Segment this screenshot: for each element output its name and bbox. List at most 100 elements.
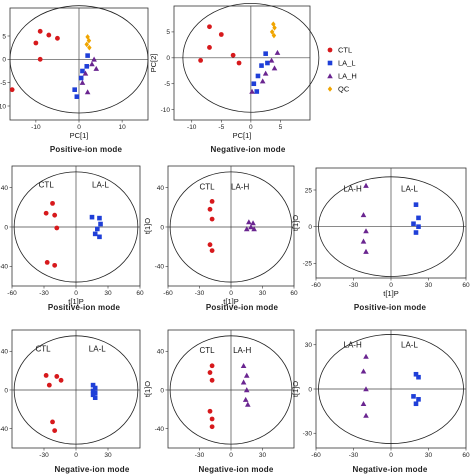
x-axis-label: PC[1]: [70, 131, 89, 140]
point-la-l: [416, 224, 421, 229]
point-la-h: [268, 57, 275, 63]
group-label: LA-H: [344, 341, 362, 350]
y-tick-label: 0: [160, 224, 164, 231]
x-tick-label: -30: [195, 290, 205, 297]
point-ctl: [207, 370, 213, 375]
point-ctl: [44, 259, 50, 265]
group-label: CTL: [200, 346, 216, 355]
panel-caption: Negative-ion mode: [211, 145, 286, 154]
group-label: LA-L: [92, 181, 109, 190]
confidence-ellipse: [182, 3, 320, 113]
x-tick-label: 10: [119, 124, 127, 131]
x-tick-label: -5: [218, 124, 224, 131]
point-ctl: [209, 424, 215, 430]
panel-caption: Positive-ion mode: [50, 145, 123, 154]
point-la-l: [78, 75, 84, 81]
point-la-l: [251, 81, 257, 87]
point-la-h: [93, 65, 100, 71]
group-label: LA-L: [401, 341, 418, 350]
point-la-h: [259, 78, 266, 84]
point-la-h: [240, 379, 247, 385]
x-tick-label: 0: [229, 290, 233, 297]
y-tick-label: 40: [1, 185, 9, 192]
point-ctl: [33, 40, 39, 46]
point-la-h: [262, 70, 269, 76]
y-tick-label: -10: [0, 103, 6, 110]
legend-label: LA_H: [338, 72, 357, 81]
x-axis-label: t[1]P: [223, 297, 238, 306]
legend-label: CTL: [338, 46, 352, 55]
y-tick-label: 40: [157, 185, 165, 192]
point-qc: [87, 44, 92, 51]
x-tick-label: 60: [462, 282, 470, 289]
scatter-panel-6: -30 0 30 -40 0 40 CTL LA-L Negative-ion mode: [0, 329, 141, 474]
panel-caption: Positive-ion mode: [354, 303, 427, 312]
x-tick-label: 60: [462, 452, 470, 459]
y-axis-label: t[1]O: [143, 218, 152, 234]
point-la-h: [245, 401, 251, 407]
point-la-h: [242, 396, 249, 402]
point-ctl: [9, 87, 15, 93]
point-la-h: [274, 49, 281, 55]
x-tick-label: 0: [74, 290, 78, 297]
y-tick-label: -40: [155, 264, 165, 271]
point-la-l: [98, 221, 103, 227]
point-ctl: [207, 408, 213, 414]
y-tick-label: 0: [2, 57, 6, 64]
group-label: LA-H: [344, 184, 362, 193]
point-la-l: [92, 385, 98, 391]
group-label: LA-L: [401, 184, 418, 193]
x-tick-label: 60: [136, 290, 144, 297]
scatter-panel-5: -60 -30 0 30 60 -25 0 25 t[1]P t[1]O LA-H LA-L Posit…: [291, 167, 470, 312]
point-la-h: [363, 248, 369, 254]
point-ctl: [209, 199, 215, 204]
point-la-h: [363, 182, 369, 188]
point-la-h: [249, 88, 255, 94]
x-tick-label: -30: [349, 282, 359, 289]
x-tick-label: -10: [187, 124, 197, 131]
legend-label: LA_L: [338, 59, 356, 68]
y-tick-label: 5: [2, 33, 6, 40]
point-la-h: [363, 228, 369, 234]
point-qc: [84, 41, 90, 48]
point-ctl: [209, 377, 215, 383]
point-ctl: [50, 200, 55, 206]
y-tick-label: -40: [155, 426, 165, 433]
point-ctl: [209, 248, 215, 253]
point-qc: [271, 32, 277, 39]
point-la-h: [84, 89, 91, 95]
confidence-ellipse: [169, 335, 293, 445]
point-ctl: [207, 206, 213, 212]
y-tick-label: 40: [1, 349, 9, 356]
point-la-l: [80, 68, 85, 74]
point-ctl: [37, 56, 43, 62]
scatter-panel-1: -10 0 10 -10 -5 0 5 PC[1] Positive-ion mode: [0, 5, 149, 154]
y-tick-label: 30: [305, 342, 313, 349]
x-tick-label: -30: [39, 290, 49, 297]
point-ctl: [46, 382, 52, 388]
x-tick-label: -10: [31, 124, 41, 131]
point-la-l: [97, 234, 102, 240]
point-la-l: [95, 226, 100, 232]
point-la-l: [416, 215, 421, 221]
point-qc: [269, 29, 275, 35]
legend-marker-qc: [327, 86, 333, 92]
legend-marker-la-h: [327, 73, 333, 79]
panel-caption: Negative-ion mode: [55, 465, 130, 474]
panel-caption: Negative-ion mode: [199, 465, 274, 474]
confidence-ellipse: [13, 171, 139, 283]
point-ctl: [52, 262, 58, 268]
point-la-l: [90, 392, 96, 398]
point-la-l: [413, 401, 419, 407]
point-la-h: [363, 386, 369, 392]
scatter-panel-4: -60 -30 0 30 60 -40 0 40 t[1]P t[1]O CTL LA-H Positi…: [143, 165, 298, 312]
point-ctl: [209, 216, 215, 222]
confidence-ellipse: [13, 335, 139, 445]
x-axis-label: PC[1]: [233, 131, 252, 140]
point-la-h: [246, 219, 252, 225]
x-tick-label: -60: [7, 290, 17, 297]
point-la-h: [79, 79, 86, 85]
point-la-l: [92, 395, 98, 401]
point-la-l: [411, 221, 416, 227]
